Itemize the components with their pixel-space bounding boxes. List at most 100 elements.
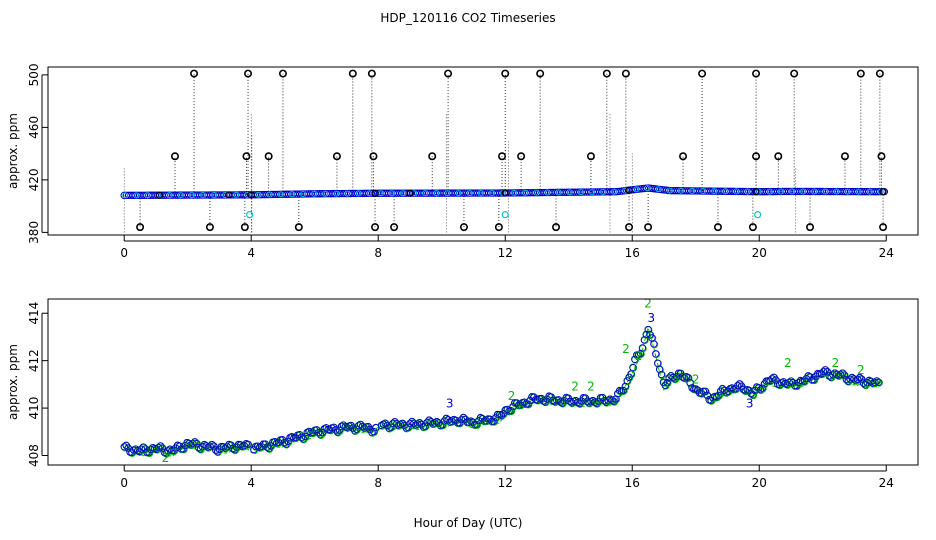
data-point bbox=[194, 443, 203, 452]
glyph-marker: 2 bbox=[571, 380, 579, 394]
glyph-marker: 3 bbox=[746, 396, 754, 410]
data-point bbox=[196, 445, 205, 453]
data-point bbox=[206, 442, 214, 450]
data-point bbox=[391, 418, 399, 426]
data-point bbox=[593, 399, 601, 408]
x-axis-label: Hour of Day (UTC) bbox=[414, 516, 523, 530]
data-point bbox=[213, 448, 222, 456]
data-point bbox=[229, 444, 237, 453]
data-point bbox=[255, 191, 262, 198]
spike-marker bbox=[752, 152, 761, 161]
spike-marker bbox=[444, 69, 453, 78]
bottom-x-axis: 0 4 8 12 16 20 24 bbox=[120, 465, 894, 490]
data-point bbox=[240, 442, 248, 450]
data-point bbox=[459, 413, 467, 422]
top-y-tick-label: 460 bbox=[27, 116, 41, 139]
spike-marker bbox=[136, 223, 145, 232]
data-point bbox=[355, 190, 362, 197]
data-point bbox=[844, 188, 851, 195]
data-point bbox=[277, 191, 284, 198]
spike-marker bbox=[879, 223, 888, 232]
top-x-tick-label: 8 bbox=[374, 246, 382, 260]
spike-marker bbox=[171, 152, 180, 161]
spike-marker bbox=[713, 223, 722, 232]
data-point bbox=[263, 443, 271, 451]
data-point bbox=[866, 188, 873, 195]
spike-marker bbox=[242, 152, 251, 161]
bottom-plot-frame bbox=[47, 298, 919, 466]
top-plot-frame bbox=[47, 66, 919, 236]
green-trace bbox=[123, 325, 878, 458]
data-point bbox=[873, 377, 881, 385]
data-point bbox=[477, 190, 484, 197]
data-point bbox=[288, 191, 295, 198]
data-point bbox=[644, 185, 651, 192]
data-point bbox=[332, 426, 340, 434]
data-point bbox=[669, 373, 677, 382]
spike-marker bbox=[278, 69, 287, 78]
spike-marker bbox=[790, 69, 799, 78]
spike-marker bbox=[840, 152, 849, 161]
data-point bbox=[544, 189, 551, 196]
data-point bbox=[700, 188, 707, 195]
data-point bbox=[823, 368, 831, 376]
data-point bbox=[575, 399, 584, 408]
data-point bbox=[488, 190, 495, 197]
data-point bbox=[633, 186, 640, 193]
data-point bbox=[208, 440, 216, 449]
spike-marker bbox=[371, 223, 380, 232]
data-point bbox=[857, 375, 866, 383]
data-point bbox=[655, 186, 662, 193]
spike-marker bbox=[240, 223, 249, 232]
spike-marker bbox=[752, 69, 761, 78]
data-point bbox=[822, 188, 829, 195]
bottom-x-tick-label: 12 bbox=[498, 476, 513, 490]
data-point bbox=[800, 188, 807, 195]
data-point bbox=[398, 419, 407, 427]
data-point bbox=[158, 444, 166, 452]
bottom-y-tick-label: 408 bbox=[27, 444, 41, 467]
spike-marker bbox=[264, 152, 273, 161]
data-point bbox=[211, 191, 218, 198]
data-point bbox=[642, 330, 650, 338]
data-point bbox=[591, 398, 599, 406]
spike-marker bbox=[644, 223, 653, 232]
data-point bbox=[666, 187, 673, 194]
spike-marker bbox=[774, 152, 783, 161]
data-point bbox=[191, 438, 199, 446]
spike-marker bbox=[679, 152, 688, 161]
spike-marker bbox=[698, 69, 707, 78]
data-point bbox=[600, 188, 607, 195]
data-point bbox=[754, 384, 763, 392]
glyph-marker: 2 bbox=[784, 356, 792, 370]
bottom-x-tick-label: 20 bbox=[752, 476, 767, 490]
data-point bbox=[322, 190, 329, 197]
data-point bbox=[652, 350, 660, 358]
spike-marker bbox=[748, 223, 757, 232]
bottom-x-tick-label: 0 bbox=[120, 476, 128, 490]
data-point bbox=[199, 192, 206, 199]
data-point bbox=[749, 391, 757, 399]
glyph-marker: 2 bbox=[587, 380, 595, 394]
data-point bbox=[311, 190, 318, 197]
glyph-marker: 2 bbox=[644, 297, 652, 311]
baseline-marker bbox=[879, 188, 887, 196]
data-point bbox=[755, 188, 762, 195]
spike-marker bbox=[875, 69, 884, 78]
data-point bbox=[733, 381, 742, 390]
data-point bbox=[874, 378, 883, 386]
data-point bbox=[787, 377, 795, 385]
data-point bbox=[411, 190, 418, 197]
data-point bbox=[629, 363, 637, 372]
data-point bbox=[166, 192, 173, 199]
baseline-marker bbox=[406, 189, 414, 197]
data-point bbox=[344, 190, 351, 197]
data-point bbox=[444, 190, 451, 197]
data-point bbox=[692, 385, 700, 393]
data-point bbox=[466, 190, 473, 197]
data-point bbox=[188, 192, 195, 199]
data-point bbox=[381, 419, 389, 427]
data-point bbox=[555, 189, 562, 196]
data-point bbox=[233, 191, 240, 198]
